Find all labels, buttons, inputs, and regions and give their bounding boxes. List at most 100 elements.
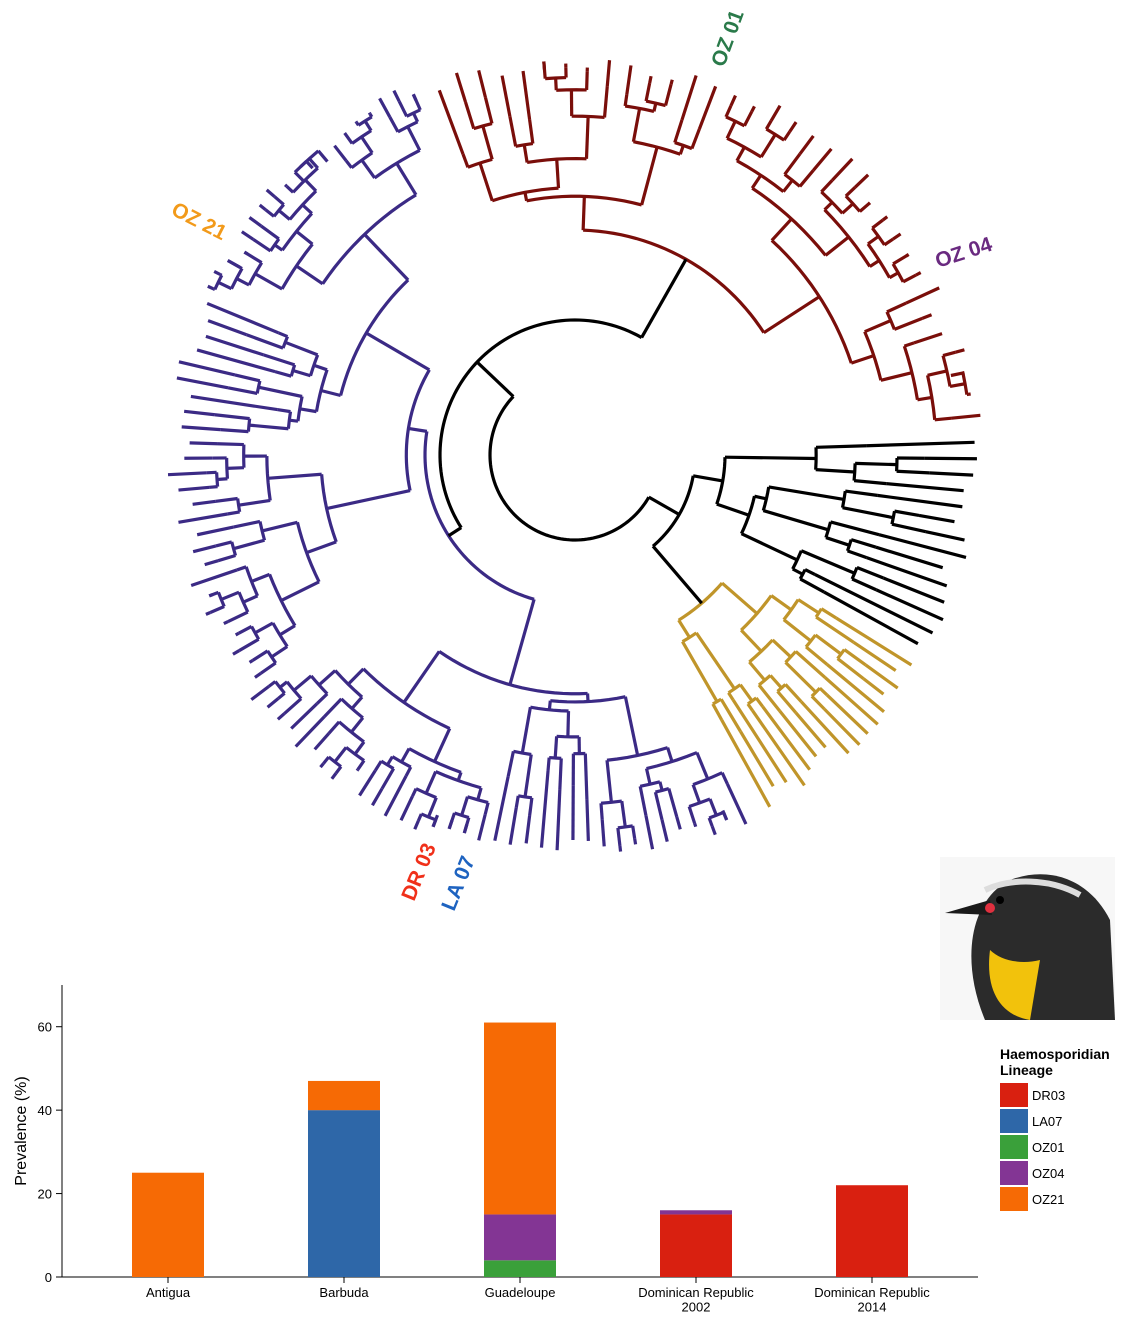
branch: [780, 711, 816, 756]
branch: [300, 409, 317, 412]
branch: [693, 785, 700, 803]
branch: [275, 197, 284, 205]
branch: [864, 679, 884, 694]
branch: [214, 271, 220, 274]
branch: [280, 626, 295, 635]
bar-segment: [484, 1214, 556, 1260]
branch: [650, 76, 651, 83]
branch: [324, 699, 341, 717]
branch: [320, 763, 323, 767]
branch: [329, 722, 339, 734]
branch: [375, 761, 381, 770]
branch: [710, 799, 716, 815]
branch: [633, 826, 635, 838]
branch: [296, 266, 322, 284]
branch: [178, 487, 209, 490]
legend-swatch: [1000, 1083, 1028, 1107]
branch: [249, 217, 261, 226]
branch: [458, 772, 461, 780]
branch: [399, 101, 406, 116]
tree-label: OZ 04: [932, 233, 995, 273]
branch: [897, 471, 930, 473]
branch: [769, 487, 844, 499]
branch: [227, 512, 239, 514]
branch: [556, 78, 557, 90]
branch: [602, 819, 604, 846]
branch: [317, 694, 327, 704]
branch: [826, 237, 849, 255]
branch: [821, 609, 836, 618]
branch: [234, 540, 265, 548]
branch: [205, 561, 218, 565]
branch: [881, 373, 912, 381]
branch: [800, 136, 813, 154]
branch: [530, 119, 533, 143]
branch: [382, 769, 394, 789]
figure: OZ 01 OZ 04 OZ 21 DR 03 LA 07 Prevalence…: [0, 0, 1130, 1317]
branch: [655, 792, 662, 820]
branch: [227, 468, 244, 469]
branch: [280, 682, 287, 688]
branch: [752, 106, 755, 111]
branch: [394, 91, 399, 102]
branch: [852, 579, 876, 590]
branch: [249, 425, 288, 429]
branch: [549, 701, 550, 710]
branch: [508, 751, 513, 776]
branch: [269, 681, 275, 686]
branch: [281, 582, 319, 601]
branch: [261, 663, 276, 673]
branch: [362, 137, 373, 153]
branch: [428, 798, 436, 817]
branch: [646, 815, 653, 849]
branch: [844, 650, 865, 665]
branch-arc: [490, 396, 649, 540]
branch: [478, 788, 481, 800]
branch: [922, 315, 931, 319]
branch: [352, 697, 362, 708]
x-tick-label: Antigua: [146, 1285, 191, 1300]
branch: [832, 159, 852, 180]
page: OZ 01 OZ 04 OZ 21 DR 03 LA 07 Prevalence…: [0, 0, 1130, 1317]
branch: [761, 134, 775, 157]
branch: [895, 511, 920, 515]
branch: [465, 102, 473, 129]
branch: [587, 800, 588, 841]
legend-title: Haemosporidian Lineage: [1000, 1046, 1125, 1078]
branch: [523, 71, 530, 119]
branch: [620, 846, 621, 852]
legend-entry: OZ04: [1000, 1160, 1125, 1186]
branch: [408, 428, 426, 431]
branch: [284, 699, 301, 714]
branch: [813, 149, 831, 170]
branch: [815, 635, 841, 654]
branch: [893, 234, 901, 239]
branch: [365, 121, 371, 131]
branch: [321, 390, 341, 395]
branch: [872, 220, 882, 228]
branch: [258, 387, 302, 396]
branch: [261, 226, 279, 239]
branch: [268, 474, 322, 478]
branch: [464, 818, 469, 834]
branch: [842, 204, 853, 214]
branch: [646, 83, 650, 101]
branch: [406, 767, 411, 776]
branch: [890, 273, 899, 278]
branch: [408, 127, 420, 151]
branch: [278, 693, 284, 698]
branch: [815, 574, 933, 633]
branch: [168, 473, 206, 475]
branch: [587, 71, 588, 90]
branch: [449, 813, 454, 829]
branch: [525, 754, 531, 796]
branch: [772, 219, 792, 240]
legend-label: OZ21: [1032, 1192, 1065, 1207]
branch: [884, 239, 893, 245]
branch: [727, 121, 735, 138]
branch: [586, 116, 588, 158]
branch: [682, 76, 696, 120]
branch: [785, 154, 800, 175]
branch: [855, 463, 897, 464]
branch: [264, 355, 295, 365]
